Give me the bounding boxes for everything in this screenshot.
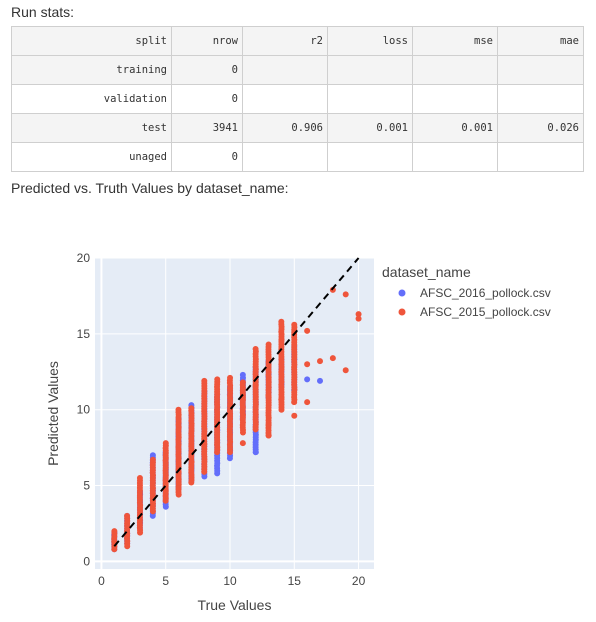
series-2 — [111, 286, 362, 553]
cell-mae: 0.026 — [497, 113, 584, 143]
cell-r2: 0.906 — [242, 113, 328, 143]
y-axis-title: Predicted Values — [45, 361, 61, 466]
data-point — [252, 382, 259, 389]
cell-loss — [327, 84, 413, 114]
cell-mse — [412, 142, 498, 172]
table-row: validation 0 — [11, 84, 584, 114]
data-point — [304, 376, 311, 383]
cell-loss: 0.001 — [327, 113, 413, 143]
data-point — [265, 432, 272, 439]
table-header-row: split nrow r2 loss mse mae — [11, 26, 584, 56]
data-point — [214, 376, 221, 383]
y-tick-label: 10 — [77, 403, 91, 417]
data-point — [188, 405, 195, 412]
table-row: test 3941 0.906 0.001 0.001 0.026 — [11, 113, 584, 143]
data-point — [162, 440, 169, 447]
cell-split: test — [11, 113, 172, 143]
data-point — [265, 341, 272, 348]
cell-r2 — [242, 84, 328, 114]
x-tick-label: 5 — [162, 574, 169, 588]
cell-mae — [497, 142, 584, 172]
data-point — [342, 367, 349, 374]
data-point — [355, 315, 362, 322]
cell-mse — [412, 84, 498, 114]
data-point — [265, 393, 272, 400]
legend-marker[interactable] — [398, 289, 406, 297]
cell-mse — [412, 55, 498, 85]
cell-split: validation — [11, 84, 172, 114]
cell-split: unaged — [11, 142, 172, 172]
data-point — [239, 440, 246, 447]
header-r2: r2 — [242, 26, 328, 56]
cell-mse: 0.001 — [412, 113, 498, 143]
data-point — [304, 327, 311, 334]
cell-r2 — [242, 142, 328, 172]
y-tick-label: 0 — [83, 554, 90, 568]
data-point — [278, 318, 285, 325]
header-nrow: nrow — [171, 26, 243, 56]
data-point — [111, 528, 118, 535]
axis-ticks: 0 5 10 15 20 0 5 10 15 20 — [77, 251, 366, 588]
data-point — [149, 452, 156, 459]
x-tick-label: 10 — [223, 574, 237, 588]
data-point — [342, 291, 349, 298]
run-stats-title: Run stats: — [11, 4, 75, 20]
data-point — [124, 512, 131, 519]
x-tick-label: 0 — [98, 574, 105, 588]
legend-item-label[interactable]: AFSC_2016_pollock.csv — [420, 286, 551, 300]
data-points — [111, 286, 362, 553]
header-mse: mse — [412, 26, 498, 56]
cell-split: training — [11, 55, 172, 85]
data-point — [227, 374, 234, 381]
cell-mae — [497, 55, 584, 85]
legend-title: dataset_name — [382, 264, 471, 280]
cell-nrow: 0 — [171, 55, 243, 85]
data-point — [278, 336, 285, 343]
header-loss: loss — [327, 26, 413, 56]
data-point — [201, 377, 208, 384]
data-point — [252, 449, 259, 456]
cell-mae — [497, 84, 584, 114]
cell-loss — [327, 142, 413, 172]
y-tick-label: 15 — [77, 327, 91, 341]
legend[interactable]: dataset_name AFSC_2016_pollock.csv AFSC_… — [382, 264, 551, 319]
data-point — [304, 361, 311, 368]
data-point — [175, 406, 182, 413]
x-tick-label: 20 — [352, 574, 366, 588]
data-point — [136, 474, 143, 481]
legend-marker[interactable] — [398, 308, 406, 316]
data-point — [291, 412, 298, 419]
run-stats-table: split nrow r2 loss mse mae training 0 va… — [11, 26, 584, 172]
y-tick-label: 5 — [83, 479, 90, 493]
data-point — [278, 396, 285, 403]
data-point — [304, 399, 311, 406]
table-row: unaged 0 — [11, 142, 584, 172]
data-point — [329, 355, 336, 362]
cell-r2 — [242, 55, 328, 85]
data-point — [265, 421, 272, 428]
data-point — [317, 358, 323, 365]
plot-area — [95, 258, 374, 569]
reference-line — [113, 257, 360, 547]
data-point — [291, 321, 298, 328]
chart-title: Predicted vs. Truth Values by dataset_na… — [11, 180, 289, 196]
data-point — [252, 346, 259, 353]
x-tick-label: 15 — [288, 574, 302, 588]
data-point — [239, 379, 246, 386]
data-point — [239, 371, 246, 378]
y-tick-label: 20 — [77, 251, 91, 265]
data-point — [355, 311, 362, 318]
legend-item-label[interactable]: AFSC_2015_pollock.csv — [420, 305, 551, 319]
data-point — [317, 377, 323, 384]
x-axis-title: True Values — [198, 597, 272, 613]
data-point — [149, 456, 156, 463]
